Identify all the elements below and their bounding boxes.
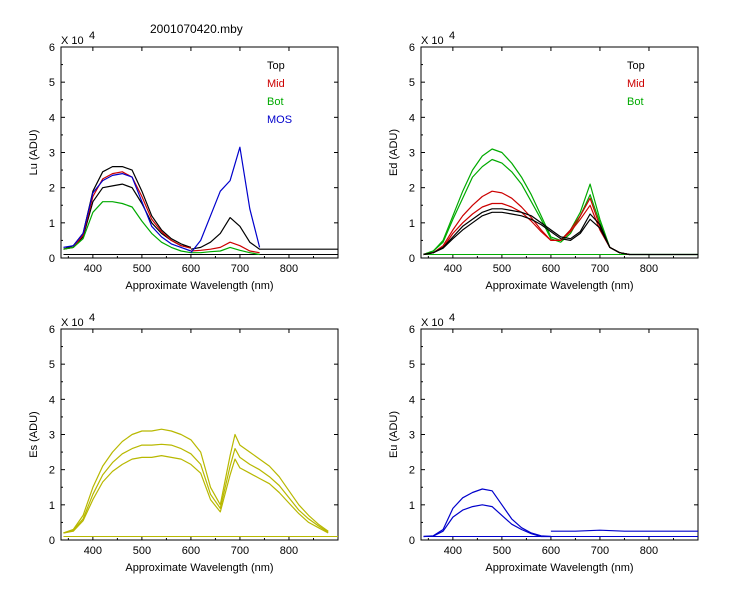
x-tick-label: 500 xyxy=(133,545,151,557)
exponent-superscript: 4 xyxy=(89,312,95,324)
y-tick-label: 3 xyxy=(409,430,415,442)
y-tick-label: 1 xyxy=(49,218,55,230)
legend-entry-mos: MOS xyxy=(267,114,292,126)
y-tick-label: 4 xyxy=(409,394,415,406)
y-tick-label: 1 xyxy=(409,218,415,230)
x-tick-label: 400 xyxy=(444,263,462,275)
y-axis-label: Eu (ADU) xyxy=(388,411,400,458)
y-tick-label: 4 xyxy=(409,112,415,124)
x-tick-label: 400 xyxy=(444,545,462,557)
y-axis-label: Ed (ADU) xyxy=(388,129,400,176)
series-line-mid xyxy=(190,241,260,254)
series-line-eu xyxy=(423,504,551,538)
legend-entry-top: Top xyxy=(267,60,285,72)
series-line-mos xyxy=(190,146,261,254)
y-tick-label: 2 xyxy=(49,465,55,477)
chart-panel-3: 0 1 2 3 4 5 6 400 500 600 700 800 X 10 4 Approximate W… xyxy=(28,312,339,574)
x-tick-label: 700 xyxy=(231,263,249,275)
x-tick-label: 500 xyxy=(493,263,511,275)
x-tick-label: 500 xyxy=(493,545,511,557)
y-tick-label: 2 xyxy=(49,183,55,195)
y-tick-label: 0 xyxy=(409,253,415,265)
y-tick-label: 5 xyxy=(409,77,415,89)
exponent-label: X 10 xyxy=(421,317,444,329)
x-tick-label: 600 xyxy=(542,263,560,275)
series-line-mos xyxy=(63,173,192,252)
y-tick-label: 3 xyxy=(409,148,415,160)
exponent-label: X 10 xyxy=(421,35,444,47)
plot-frame xyxy=(60,328,339,541)
x-tick-label: 700 xyxy=(591,263,609,275)
x-tick-label: 400 xyxy=(84,263,102,275)
chart-panel-2: 0 1 2 3 4 5 6 400 500 600 700 800 X 10 4 Approximate W… xyxy=(388,30,699,292)
x-tick-label: 800 xyxy=(640,545,658,557)
y-tick-label: 0 xyxy=(409,535,415,547)
x-tick-label: 600 xyxy=(542,545,560,557)
x-tick-label: 800 xyxy=(280,263,298,275)
legend-entry-bot: Bot xyxy=(627,96,644,108)
series-line-mid xyxy=(423,202,630,256)
series-line-bot xyxy=(190,246,260,256)
x-axis-label: Approximate Wavelength (nm) xyxy=(485,280,633,292)
exponent-superscript: 4 xyxy=(89,30,95,42)
y-tick-label: 3 xyxy=(49,148,55,160)
y-tick-label: 6 xyxy=(49,42,55,54)
y-tick-label: 2 xyxy=(409,465,415,477)
x-axis-label: Approximate Wavelength (nm) xyxy=(125,280,273,292)
series-line-eu xyxy=(550,529,698,532)
series-line-es xyxy=(63,428,329,534)
chart-panel-1: 0 1 2 3 4 5 6 400 500 600 700 800 X 10 4 Approximate W… xyxy=(28,30,339,292)
y-tick-label: 3 xyxy=(49,430,55,442)
x-tick-label: 800 xyxy=(280,545,298,557)
figure-title: 2001070420.mby xyxy=(150,22,243,36)
x-axis-label: Approximate Wavelength (nm) xyxy=(125,562,273,574)
series-line-mid xyxy=(423,190,630,256)
series-line-top xyxy=(190,217,338,250)
x-tick-label: 600 xyxy=(182,263,200,275)
exponent-label: X 10 xyxy=(61,35,84,47)
series-line-top xyxy=(423,211,630,256)
x-tick-label: 600 xyxy=(182,545,200,557)
series-line-top xyxy=(423,208,698,256)
series-line-bot xyxy=(423,158,630,256)
y-axis-label: Lu (ADU) xyxy=(28,130,40,176)
y-tick-label: 6 xyxy=(409,42,415,54)
x-tick-label: 700 xyxy=(231,545,249,557)
y-tick-label: 4 xyxy=(49,112,55,124)
y-tick-label: 5 xyxy=(49,359,55,371)
y-tick-label: 0 xyxy=(49,535,55,547)
series-line-eu xyxy=(423,488,551,538)
legend-entry-bot: Bot xyxy=(267,96,284,108)
y-tick-label: 0 xyxy=(49,253,55,265)
y-tick-label: 1 xyxy=(49,500,55,512)
x-tick-label: 800 xyxy=(640,263,658,275)
plot-frame xyxy=(420,328,699,541)
legend-entry-mid: Mid xyxy=(267,78,285,90)
exponent-superscript: 4 xyxy=(449,30,455,42)
y-axis-label: Es (ADU) xyxy=(28,411,40,457)
x-axis-label: Approximate Wavelength (nm) xyxy=(485,562,633,574)
exponent-label: X 10 xyxy=(61,317,84,329)
legend-entry-top: Top xyxy=(627,60,645,72)
y-tick-label: 1 xyxy=(409,500,415,512)
y-tick-label: 2 xyxy=(409,183,415,195)
y-tick-label: 6 xyxy=(409,324,415,336)
chart-panel-4: 0 1 2 3 4 5 6 400 500 600 700 800 X 10 4 Approximate W… xyxy=(388,312,699,574)
legend-entry-mid: Mid xyxy=(627,78,645,90)
x-tick-label: 700 xyxy=(591,545,609,557)
exponent-superscript: 4 xyxy=(449,312,455,324)
y-tick-label: 5 xyxy=(409,359,415,371)
y-tick-label: 6 xyxy=(49,324,55,336)
y-tick-label: 4 xyxy=(49,394,55,406)
x-tick-label: 400 xyxy=(84,545,102,557)
y-tick-label: 5 xyxy=(49,77,55,89)
series-line-bot xyxy=(63,201,192,254)
x-tick-label: 500 xyxy=(133,263,151,275)
series-line-es xyxy=(63,455,329,534)
plot-frame xyxy=(60,46,339,259)
series-line-es xyxy=(63,443,329,534)
